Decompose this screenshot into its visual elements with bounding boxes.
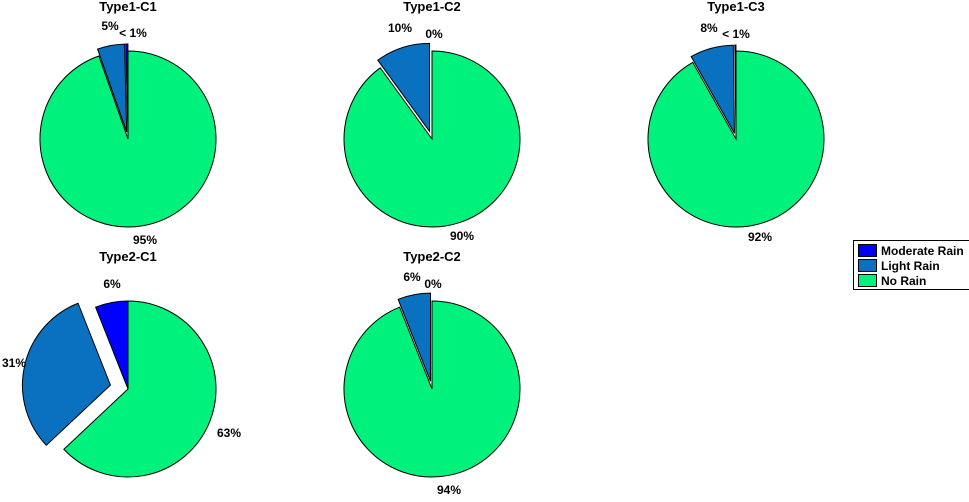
pie-slice-moderate-rain (125, 43, 129, 133)
legend-item-moderate-rain: Moderate Rain (858, 243, 964, 258)
pie-slice-no-rain (343, 50, 521, 228)
chart-title: Type1-C2 (403, 0, 461, 14)
slice-label: < 1% (722, 27, 750, 41)
slice-label: 10% (388, 21, 412, 35)
pie-slice-light-rain (377, 42, 431, 133)
pie-slice-no-rain (63, 300, 217, 478)
legend-label: Moderate Rain (881, 243, 964, 258)
chart-title: Type1-C3 (707, 0, 765, 14)
pie-chart-1: Type1-C1 < 1%5% 95% (39, 0, 217, 247)
slice-label: 31% (2, 356, 26, 370)
pie-chart-5: Type2-C2 0%6% 94% (343, 249, 521, 497)
pie-slice-light-rain (96, 43, 128, 133)
chart-legend: Moderate Rain Light Rain No Rain (853, 240, 969, 290)
chart-title: Type2-C2 (403, 249, 461, 264)
pie-chart-3: Type1-C3 < 1% 8% 92% (647, 0, 825, 244)
pie-chart-4: Type2-C1 6% 31% 63% (2, 249, 241, 478)
slice-label: 63% (217, 426, 241, 440)
slice-label: 95% (133, 233, 157, 247)
legend-item-light-rain: Light Rain (858, 258, 940, 273)
pie-slice-no-rain (343, 300, 521, 478)
slice-label: 90% (450, 229, 474, 243)
pie-slice-light-rain (690, 44, 735, 134)
legend-swatch-no-rain (858, 274, 877, 287)
pie-chart-2: Type1-C2 0% 10% 90% (343, 0, 521, 243)
legend-label: Light Rain (881, 258, 940, 273)
slice-label: 0% (424, 277, 442, 291)
chart-title: Type2-C1 (99, 249, 157, 264)
slice-label: 0% (425, 27, 443, 41)
pie-slice-light-rain (22, 302, 112, 447)
legend-swatch-moderate-rain (858, 244, 877, 257)
slice-label: 92% (748, 230, 772, 244)
legend-swatch-light-rain (858, 259, 877, 272)
pie-slice-no-rain (39, 50, 217, 228)
pie-slice-no-rain (647, 50, 825, 228)
chart-title: Type1-C1 (99, 0, 157, 14)
legend-item-no-rain: No Rain (858, 273, 926, 288)
legend-label: No Rain (881, 273, 927, 288)
pie-slice-light-rain (397, 292, 432, 382)
slice-label: 94% (437, 483, 461, 497)
slice-label: < 1% (119, 26, 147, 40)
slice-label: 5% (101, 19, 119, 33)
slice-label: 6% (103, 277, 121, 291)
slice-label: 8% (700, 21, 718, 35)
slice-label: 6% (403, 270, 421, 284)
